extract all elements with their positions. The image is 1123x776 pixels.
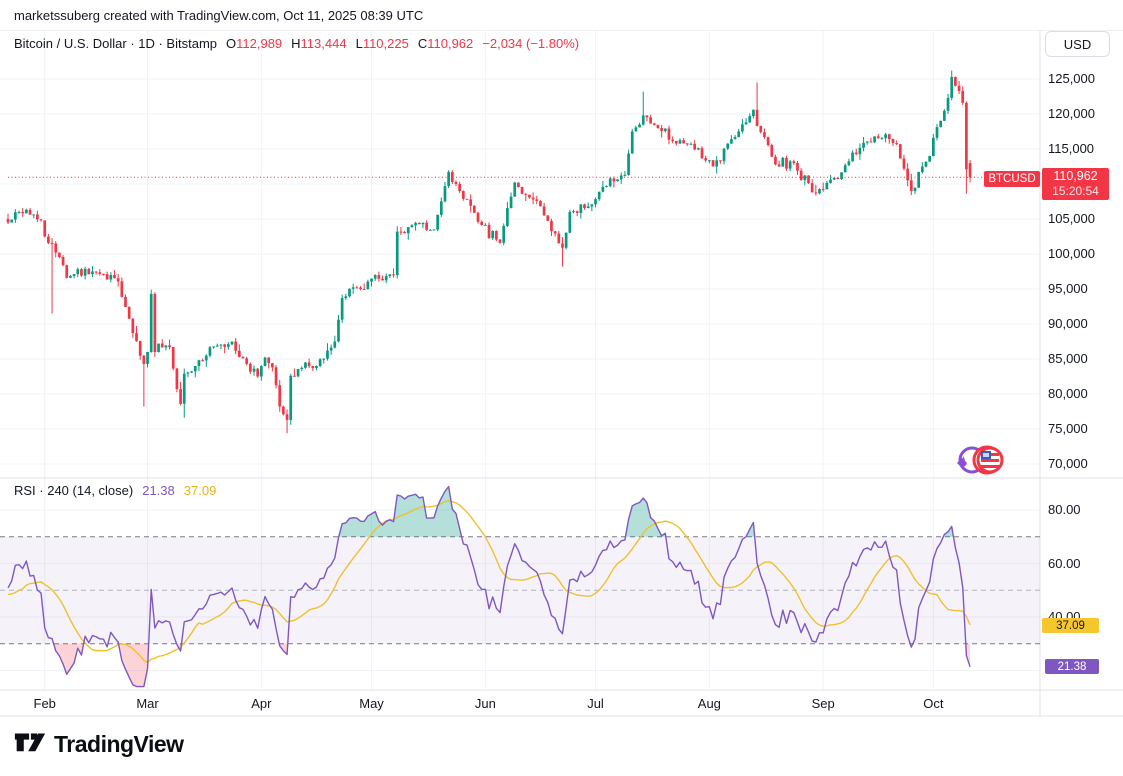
currency-toggle-button[interactable]: USD [1045, 31, 1110, 57]
month-tick-label: Apr [251, 696, 272, 711]
price-tick-label: 120,000 [1048, 106, 1095, 121]
legend-high: H113,444 [291, 36, 347, 51]
rsi-line [7, 485, 971, 688]
rsi-tick-label: 80.00 [1048, 502, 1081, 517]
legend-close: C110,962 [417, 36, 474, 51]
rsi-ma-last-value: 37.09 [183, 483, 217, 498]
attribution-text: marketssuberg created with TradingView.c… [14, 7, 424, 23]
rsi-title[interactable]: RSI · 240 (14, close) [14, 483, 134, 498]
month-tick-label: Feb [33, 696, 56, 711]
symbol-title[interactable]: Bitcoin / U.S. Dollar · 1D · Bitstamp [14, 36, 217, 51]
month-tick-label: Aug [697, 696, 721, 711]
price-tick-label: 100,000 [1048, 246, 1095, 261]
month-tick-label: Jun [474, 696, 496, 711]
price-tick-label: 70,000 [1048, 456, 1088, 471]
month-tick-label: Jul [587, 696, 604, 711]
month-tick-label: Sep [811, 696, 835, 711]
tradingview-logo-icon [14, 732, 46, 751]
month-tick-label: Mar [136, 696, 159, 711]
month-tick-label: Oct [923, 696, 944, 711]
price-tick-label: 75,000 [1048, 421, 1088, 436]
rsi-legend[interactable]: RSI · 240 (14, close) 21.38 37.09 [14, 483, 216, 498]
rsi-ma-line [7, 500, 971, 664]
month-tick-label: May [359, 696, 384, 711]
price-tick-label: 95,000 [1048, 281, 1088, 296]
candles [6, 70, 972, 434]
price-tick-label: 115,000 [1048, 141, 1095, 156]
price-tick-label: 105,000 [1048, 211, 1095, 226]
rsi-ma-value-label: 37.09 [1042, 618, 1099, 633]
symbol-price-tag: BTCUSD [984, 171, 1040, 187]
flag-emoji-marker [950, 442, 1008, 483]
attribution-bar: marketssuberg created with TradingView.c… [0, 0, 1123, 30]
last-price-label: 110,962 15:20:54 [1042, 168, 1109, 200]
price-tick-label: 80,000 [1048, 386, 1088, 401]
last-price-value: 110,962 [1053, 169, 1098, 183]
bar-countdown: 15:20:54 [1052, 184, 1099, 198]
tradingview-logo-text: TradingView [54, 731, 184, 757]
price-tick-label: 85,000 [1048, 351, 1088, 366]
dizzy-usflag-icon [957, 445, 1004, 475]
footer: TradingView [14, 731, 184, 758]
tradingview-logo[interactable]: TradingView [14, 731, 184, 758]
rsi-value-label: 21.38 [1045, 659, 1099, 674]
symbol-legend[interactable]: Bitcoin / U.S. Dollar · 1D · Bitstamp O1… [14, 36, 579, 51]
rsi-last-value: 21.38 [142, 483, 175, 498]
legend-change: −2,034 (−1.80%) [482, 36, 580, 51]
price-tick-label: 90,000 [1048, 316, 1088, 331]
price-tick-label: 125,000 [1048, 71, 1095, 86]
legend-low: L110,225 [355, 36, 409, 51]
rsi-pane[interactable] [0, 478, 1040, 690]
legend-open: O112,989 [226, 36, 283, 51]
rsi-tick-label: 60.00 [1048, 555, 1081, 571]
price-pane[interactable] [0, 30, 1040, 478]
